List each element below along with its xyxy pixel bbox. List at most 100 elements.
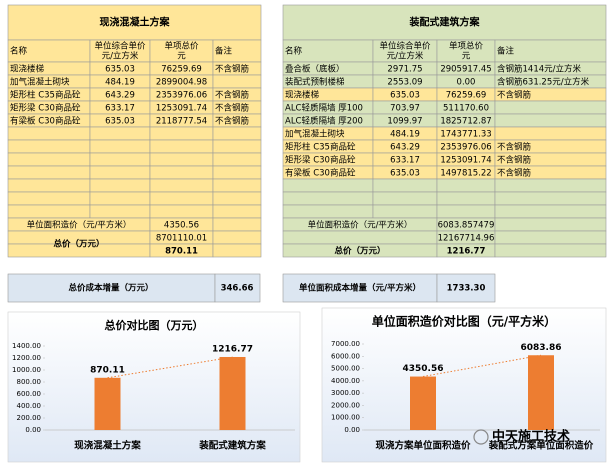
total-wan: 870.11 (165, 247, 198, 257)
table-cell: 不含钢筋 (497, 90, 531, 101)
cell (7, 152, 91, 167)
cell (212, 230, 262, 245)
table-cell: 不含钢筋 (497, 142, 531, 153)
watermark-icon (473, 429, 489, 445)
table-cell: 含钢筋1414元/立方米 (497, 64, 581, 75)
table-cell: 703.97 (390, 104, 420, 114)
header-cell: 单位综合单价 (379, 41, 431, 52)
cell (7, 191, 91, 206)
cell (494, 113, 607, 128)
table-cell: 511170.60 (443, 104, 489, 114)
table-cell: 矩形梁 C30商品砼 (10, 103, 81, 114)
table-cell: 不含钢筋 (215, 64, 249, 75)
cell (89, 152, 151, 167)
table-cell: 484.19 (105, 78, 135, 88)
cell (494, 217, 607, 232)
cell (436, 204, 496, 219)
cell (494, 100, 607, 115)
table-cell: 有梁板 C30商品砼 (10, 116, 81, 127)
total-label: 总价（万元） (53, 239, 104, 250)
chart-area (7, 311, 301, 463)
cell (494, 126, 607, 141)
table-cell: 1099.97 (387, 117, 422, 127)
watermark: 中天施工技术 (473, 429, 570, 445)
bar (410, 376, 436, 430)
trendline (107, 356, 233, 379)
cell (282, 204, 374, 219)
table-cell: 不含钢筋 (497, 168, 531, 179)
x-tick-label: 现浇方案单位面积造价 (375, 440, 471, 452)
cell (212, 178, 262, 193)
table-cell: 635.03 (390, 91, 420, 101)
summary-value: 346.66 (221, 284, 254, 294)
table-cell: 635.03 (105, 65, 135, 75)
header-cell: 元/立方米 (102, 51, 139, 62)
table-cell: 有梁板 C30商品砼 (285, 168, 356, 179)
cell (149, 152, 214, 167)
bar (528, 355, 554, 430)
watermark-text: 中天施工技术 (492, 429, 570, 445)
total-label: 总价（万元） (334, 246, 385, 257)
cell (282, 230, 438, 245)
summary-value: 1733.30 (447, 284, 486, 294)
table-cell: 484.19 (390, 130, 420, 140)
cell (436, 273, 496, 303)
table-cell: 1743771.33 (440, 130, 491, 140)
cell (494, 230, 607, 245)
x-tick-label: 装配式建筑方案 (198, 440, 266, 452)
header-cell: 元 (462, 52, 471, 62)
total-wan: 1216.77 (447, 247, 486, 257)
table-cell: 1253091.74 (156, 104, 207, 114)
cell (494, 191, 607, 206)
y-tick-label: 7000.00 (331, 340, 360, 348)
cell (282, 178, 374, 193)
y-tick-label: 3000.00 (331, 389, 360, 397)
cell (89, 139, 151, 154)
y-tick-label: 0.00 (25, 426, 41, 434)
cell (212, 74, 262, 89)
data-label: 1216.77 (212, 344, 253, 354)
data-label: 870.11 (90, 365, 125, 375)
cell (282, 191, 374, 206)
x-tick-label: 现浇混凝土方案 (74, 440, 141, 452)
bar (219, 356, 246, 430)
table-cell: 76259.69 (446, 91, 487, 101)
table-cell: 矩形柱 C35商品砼 (285, 142, 356, 153)
header-cell: 备注 (497, 46, 515, 57)
y-tick-label: 0.00 (344, 426, 360, 434)
cell (282, 4, 607, 41)
y-tick-label: 5000.00 (331, 365, 360, 373)
cell (436, 178, 496, 193)
table-cell: 装配式预制楼梯 (285, 77, 345, 88)
header-cell: 元/立方米 (387, 51, 424, 62)
table-cell: 矩形梁 C30商品砼 (285, 155, 356, 166)
table-cell: 2971.75 (387, 65, 422, 75)
cell (7, 165, 91, 180)
y-tick-label: 1400.00 (12, 342, 41, 350)
cell (372, 178, 438, 193)
cell (7, 126, 91, 141)
cell (89, 126, 151, 141)
cell (149, 126, 214, 141)
cell (494, 243, 607, 258)
table-cell: 矩形柱 C35商品砼 (10, 90, 81, 101)
table-cell: 不含钢筋 (215, 90, 249, 101)
header-cell: 单项总价 (164, 41, 199, 52)
table-title: 装配式建筑方案 (409, 16, 481, 29)
table-cell: 635.03 (105, 117, 135, 127)
table-cell: 不含钢筋 (497, 155, 531, 166)
header-cell: 单位综合单价 (94, 41, 146, 52)
table-cell: 现浇楼梯 (10, 64, 45, 75)
trendline (422, 354, 542, 378)
table-cell: 2118777.54 (156, 117, 207, 127)
bar (94, 377, 121, 430)
table-cell: 叠合板（底板） (285, 64, 345, 75)
summary-label: 总价成本增量（万元） (68, 283, 153, 294)
unit-cost-label: 单位面积造价（元/平方米） (27, 220, 132, 231)
summary-label: 单位面积成本增量（元/平方米） (299, 283, 421, 294)
cell (214, 273, 261, 303)
table-cell: 1253091.74 (440, 156, 491, 166)
table-cell: 1825712.87 (440, 117, 491, 127)
table-cell: 0.00 (457, 78, 476, 88)
cell (89, 178, 151, 193)
